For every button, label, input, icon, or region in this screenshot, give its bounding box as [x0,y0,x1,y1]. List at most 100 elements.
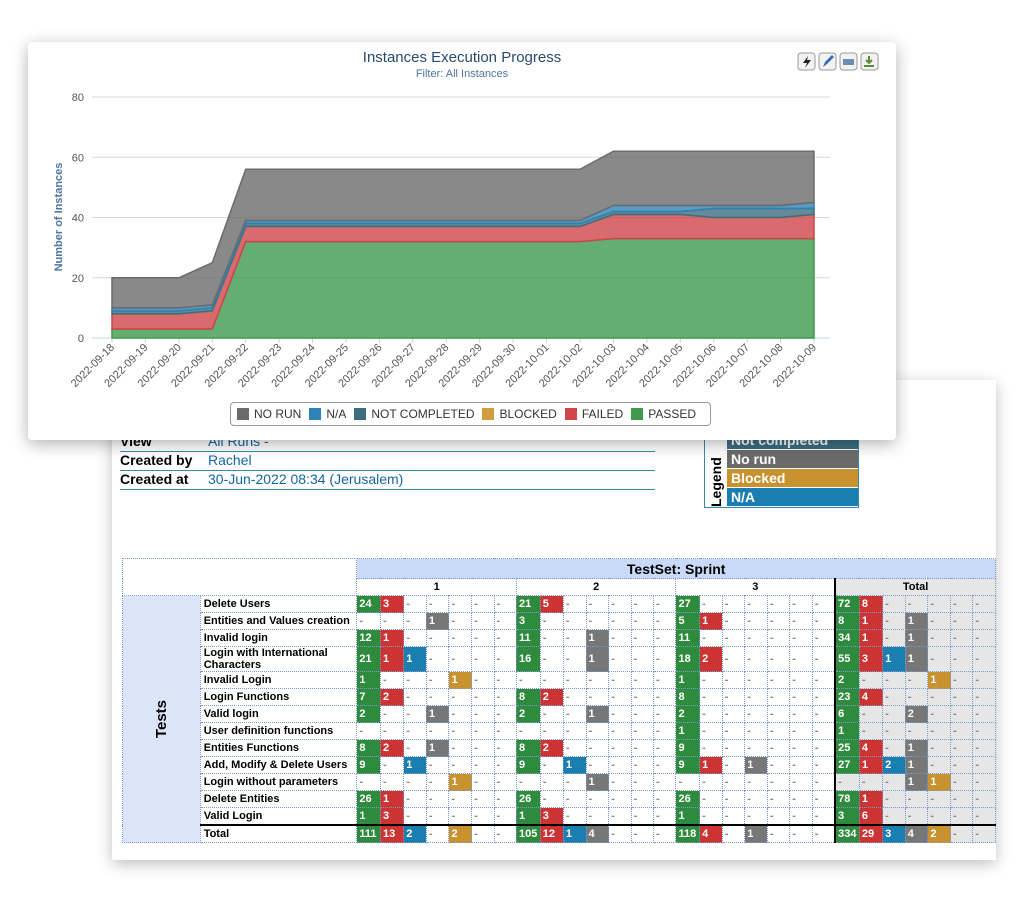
group-header: 1 [356,578,517,596]
table-cell: 1 [858,612,884,630]
table-cell: - [493,595,517,613]
table-cell: - [927,739,951,757]
table-cell: - [699,595,723,613]
table-cell: 6 [834,705,860,723]
table-cell: - [425,595,450,613]
table-cell: 1 [699,756,723,774]
table-cell: - [949,629,974,647]
table-cell: - [493,824,517,843]
table-cell: - [789,595,813,613]
table-cell: - [630,646,655,672]
table-cell: - [493,629,517,647]
table-cell: - [699,671,723,689]
test-name: Login without parameters [199,773,358,791]
test-name: Valid Login [199,807,358,826]
table-cell: - [539,756,564,774]
table-cell: - [493,671,517,689]
table-row: Login without parameters - - - -1- - - - -1- - - - -… [123,773,996,791]
table-cell: 2 [379,739,405,757]
table-cell: 1 [834,722,860,740]
table-cell: - [699,773,723,791]
table-cell: - [675,773,701,791]
table-cell: - [766,790,791,808]
table-cell: - [630,824,655,843]
test-name: Add, Modify & Delete Users [199,756,358,774]
field-value: Rachel [208,452,252,468]
y-tick-label: 40 [72,213,84,225]
table-cell: - [744,629,768,647]
table-cell: - [789,671,813,689]
table-cell: 1 [904,612,929,630]
table-row: Invalid Login 1- - -1- - - - - - - - -1- - - - - -2- - -1-… [123,671,996,689]
table-cell: - [858,722,884,740]
table-cell: - [789,629,813,647]
table-cell: - [653,739,677,757]
y-tick-label: 80 [72,92,84,104]
table-cell: 111 [356,824,381,843]
table-cell: - [630,671,655,689]
table-cell: - [972,671,996,689]
table-cell: - [356,612,381,630]
chart-subtitle: Filter: All Instances [416,68,509,80]
table-cell: - [493,722,517,740]
table-cell: - [562,629,587,647]
chart-legend: NO RUN N/A NOT COMPLETED BLOCKED FAILED PASSE… [230,402,711,426]
table-cell: 9 [675,756,701,774]
table-cell: - [972,705,996,723]
table-cell: - [927,790,951,808]
table-cell: - [882,790,906,808]
table-cell: - [699,705,723,723]
table-cell: - [562,739,587,757]
area [111,150,815,309]
table-cell: - [927,722,951,740]
test-name: Entities and Values creation [199,612,358,630]
table-cell: - [882,688,906,706]
table-cell: 1 [675,722,701,740]
table-cell: 8 [515,739,541,757]
table-cell: 4 [585,824,610,843]
table-cell: - [858,705,884,723]
table-cell: 72 [834,595,860,613]
table-cell: - [585,739,610,757]
table-cell: - [927,807,951,826]
test-name: Login with International Characters [199,646,358,672]
table-cell: - [766,688,791,706]
table-cell: 12 [539,824,564,843]
table-cell: - [766,612,791,630]
legend-label: PASSED [648,407,696,421]
plot: 0204060802022-09-182022-09-192022-09-202… [69,92,830,390]
legend-label: N/A [326,407,347,421]
table-cell: 9 [675,739,701,757]
table-cell: - [585,756,610,774]
table-cell: - [766,705,791,723]
table-cell: - [448,739,473,757]
table-cell: - [811,629,836,647]
table-title: TestSet: Sprint [356,558,996,579]
table-cell: - [448,629,473,647]
table-cell: - [630,612,655,630]
table-cell: - [630,807,655,826]
report-field: Created by Rachel [120,451,655,471]
group-header: 2 [515,578,677,596]
table-cell: - [721,671,746,689]
table-row: Invalid login 12 1- - - - -11- -1- - -11- - - - - -34 1… [123,629,996,647]
table-cell: - [789,646,813,672]
legend-title: Legend [708,457,724,507]
table-cell: 55 [834,646,860,672]
table-cell: - [425,629,450,647]
table-cell: - [471,595,495,613]
table-cell: - [608,646,632,672]
legend-item: PASSED [631,407,696,421]
table-cell: - [585,671,610,689]
total-row: Total 111 13 2-2- -105 12 1 4- - -118 4-1- - -334 29 3… [123,824,996,843]
table-cell: 1 [927,773,951,791]
table-row: Tests Delete Users 24 3- - - - -21 5- - - - -27- - - - -… [122,595,996,843]
table-cell: - [539,790,564,808]
table-cell: - [811,739,836,757]
test-name: Invalid login [199,629,358,647]
table-cell: 1 [448,773,473,791]
table-cell: 1 [927,671,951,689]
table-cell: - [493,773,517,791]
group-header: 3 [675,578,836,596]
